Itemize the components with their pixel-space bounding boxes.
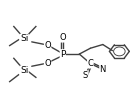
- Text: O: O: [44, 41, 51, 50]
- Text: P: P: [60, 50, 65, 59]
- Text: Si: Si: [20, 66, 28, 75]
- Text: N: N: [100, 65, 106, 74]
- Text: Si: Si: [20, 34, 28, 43]
- Text: S: S: [83, 71, 88, 80]
- Text: C: C: [87, 59, 93, 68]
- Text: O: O: [59, 33, 66, 42]
- Text: O: O: [44, 59, 51, 68]
